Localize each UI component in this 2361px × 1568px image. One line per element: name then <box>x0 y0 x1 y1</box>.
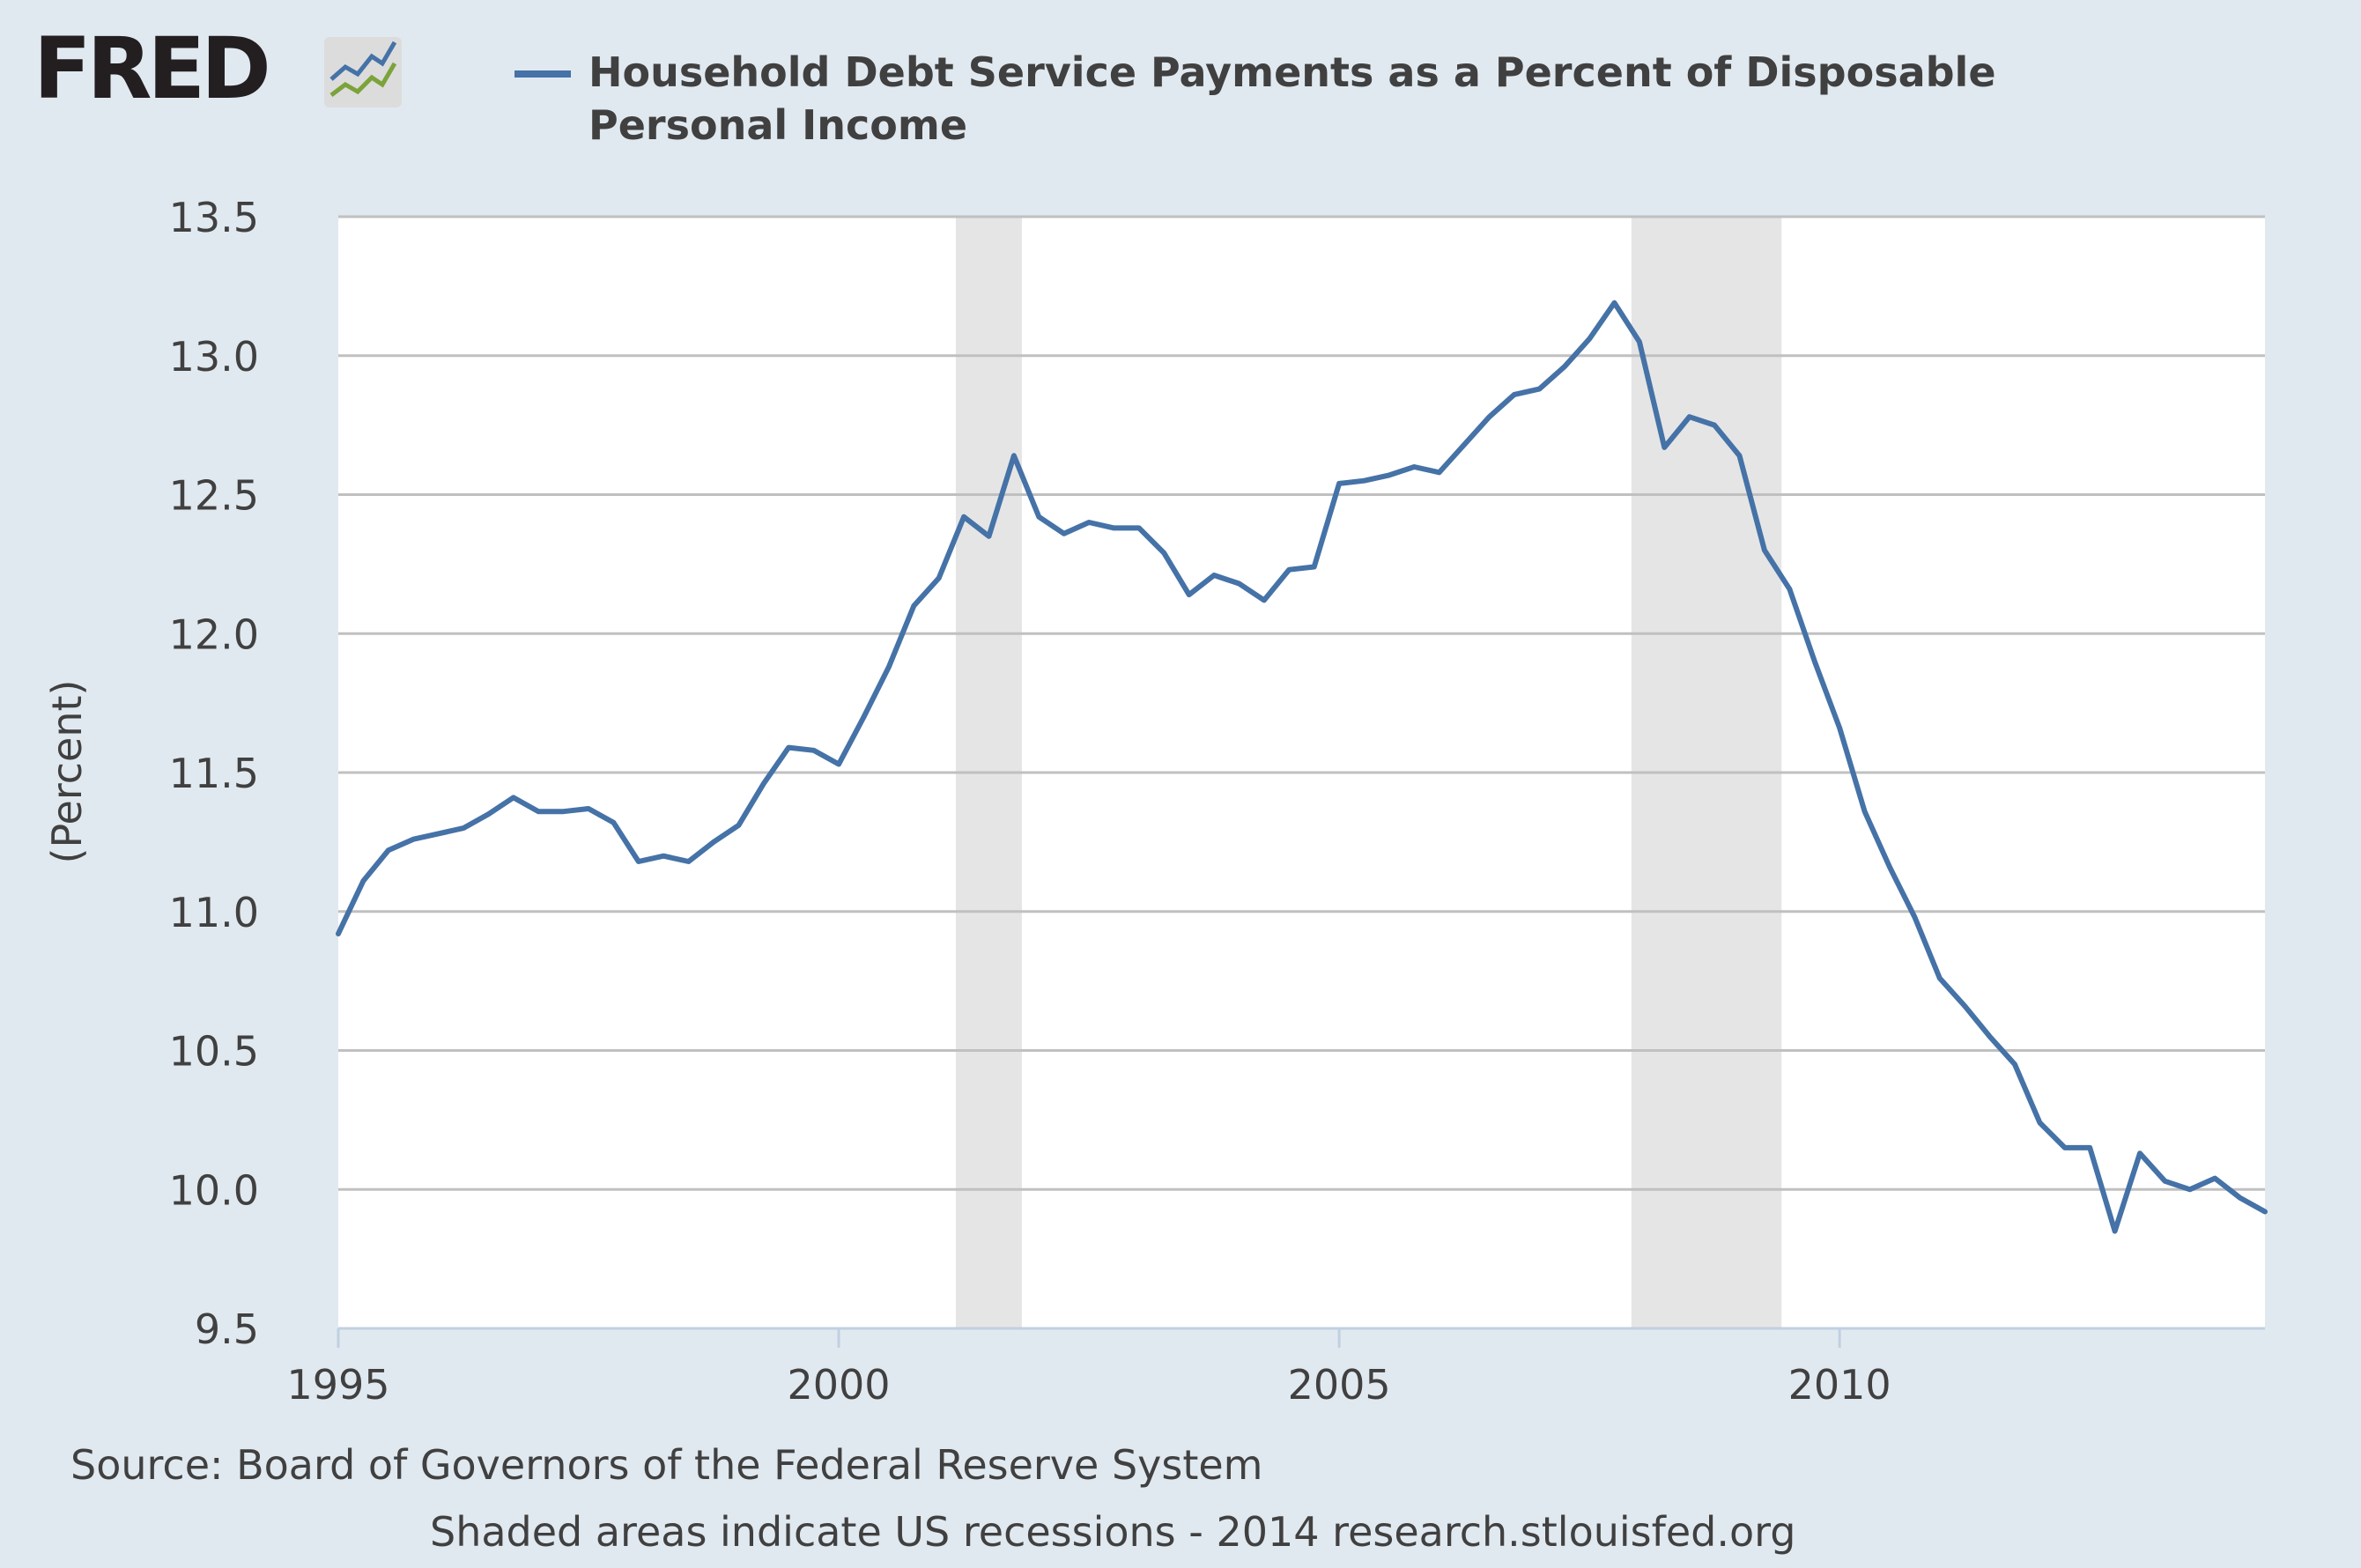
x-tick-label: 1995 <box>286 1361 389 1409</box>
y-tick-label: 13.0 <box>169 333 259 381</box>
fred-chart-icon <box>324 37 402 107</box>
series-line <box>336 300 2268 1234</box>
line-chart: 9.5 10.0 10.5 11.0 11.5 12.0 12.5 13.0 13.5 1995 2… <box>43 194 2268 1409</box>
fred-logo-text: FRED <box>33 19 271 118</box>
y-tick-label: 13.5 <box>169 194 259 241</box>
fred-logo[interactable]: FRED <box>33 26 412 120</box>
recession-shading-note: Shaded areas indicate US recessions - 20… <box>430 1508 1796 1556</box>
x-tick-label: 2000 <box>788 1361 891 1409</box>
y-tick-label: 10.0 <box>169 1166 259 1214</box>
y-tick-label: 12.0 <box>169 610 259 658</box>
y-tick-label: 11.5 <box>169 750 259 797</box>
legend-series-label: Household Debt Service Payments as a Per… <box>588 48 1996 149</box>
source-note: Source: Board of Governors of the Federa… <box>70 1441 1263 1489</box>
y-axis-label: (Percent) <box>43 680 91 864</box>
y-tick-label: 12.5 <box>169 472 259 520</box>
x-tick-label: 2010 <box>1788 1361 1891 1409</box>
legend-swatch <box>514 70 571 78</box>
y-tick-label: 9.5 <box>195 1305 259 1353</box>
y-tick-label: 10.5 <box>169 1028 259 1076</box>
x-tick-label: 2005 <box>1288 1361 1391 1409</box>
y-tick-label: 11.0 <box>169 889 259 936</box>
